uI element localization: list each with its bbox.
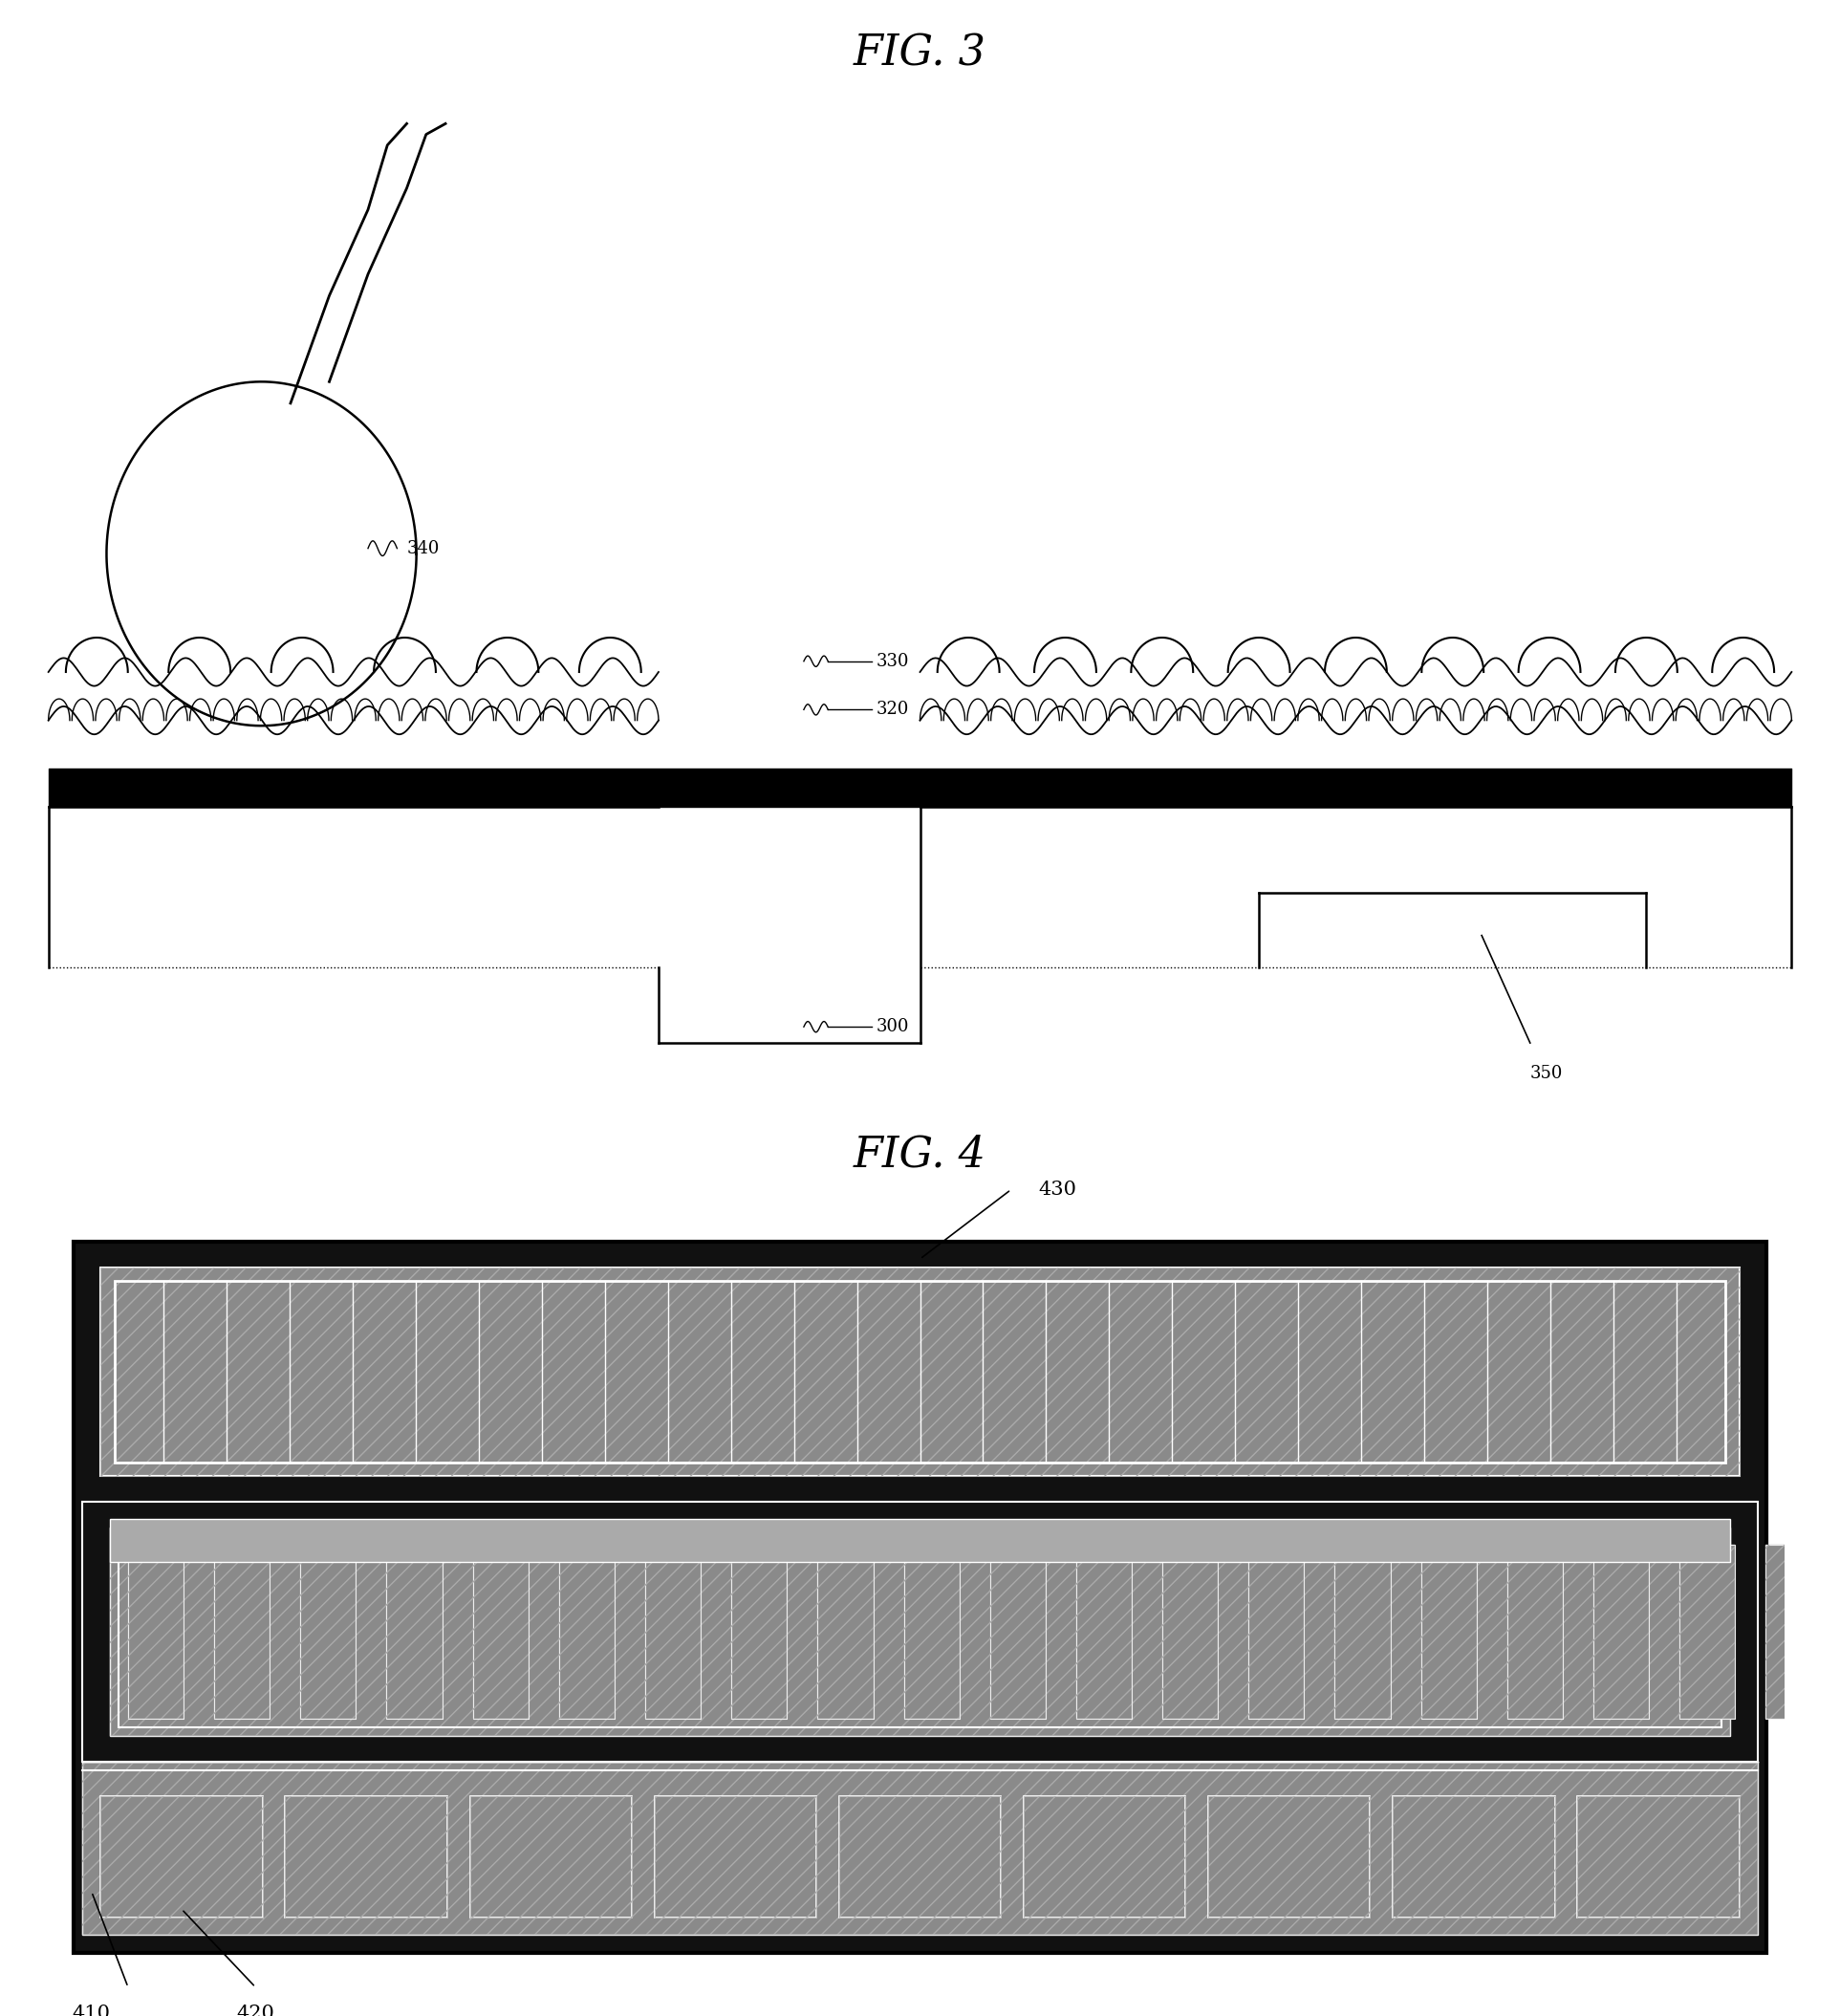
Bar — [1577, 1796, 1739, 1917]
Bar — [903, 1544, 959, 1718]
Bar — [1507, 1544, 1562, 1718]
Bar — [903, 1544, 959, 1718]
Text: 310: 310 — [876, 782, 909, 798]
Bar — [110, 1520, 1730, 1562]
Bar — [1163, 1544, 1218, 1718]
Bar — [101, 1268, 1739, 1476]
Text: 410: 410 — [72, 2004, 110, 2016]
Bar — [110, 1528, 1730, 1736]
Bar — [839, 1796, 1001, 1917]
Bar — [1680, 1544, 1735, 1718]
Bar — [1076, 1544, 1132, 1718]
Bar — [300, 1544, 355, 1718]
Bar — [114, 1280, 1726, 1464]
Bar — [83, 1762, 1757, 1935]
Bar — [1420, 1544, 1478, 1718]
Bar — [469, 1796, 631, 1917]
Bar — [1420, 1544, 1478, 1718]
Bar — [732, 1544, 788, 1718]
Bar — [83, 1502, 1757, 1762]
Text: 330: 330 — [876, 653, 909, 669]
Bar — [1593, 1544, 1649, 1718]
Text: 340: 340 — [407, 540, 440, 556]
Bar — [559, 1544, 615, 1718]
Bar — [101, 1268, 1739, 1476]
Bar — [213, 1544, 270, 1718]
Text: 320: 320 — [876, 702, 909, 718]
Bar — [120, 1536, 1720, 1728]
Bar — [646, 1544, 701, 1718]
Bar — [1334, 1544, 1391, 1718]
Bar — [646, 1544, 701, 1718]
Bar — [101, 1796, 263, 1917]
Bar — [655, 1796, 817, 1917]
Bar — [817, 1544, 874, 1718]
Bar — [990, 1544, 1045, 1718]
Bar — [386, 1544, 442, 1718]
Bar — [1766, 1544, 1822, 1718]
Bar — [732, 1544, 788, 1718]
Bar — [300, 1544, 355, 1718]
Bar — [1766, 1544, 1822, 1718]
Bar — [1209, 1796, 1371, 1917]
Bar — [213, 1544, 270, 1718]
Bar — [1076, 1544, 1132, 1718]
Bar — [1680, 1544, 1735, 1718]
Bar — [285, 1796, 447, 1917]
Bar — [101, 1796, 263, 1917]
Bar — [285, 1796, 447, 1917]
Bar — [129, 1544, 184, 1718]
Bar — [1163, 1544, 1218, 1718]
Text: FIG. 4: FIG. 4 — [854, 1135, 986, 1175]
Bar — [1507, 1544, 1562, 1718]
Bar — [1249, 1544, 1305, 1718]
Text: 420: 420 — [236, 2004, 274, 2016]
Bar — [1393, 1796, 1555, 1917]
Bar — [1249, 1544, 1305, 1718]
Text: FIG. 3: FIG. 3 — [854, 32, 986, 75]
Text: 350: 350 — [1531, 1064, 1562, 1083]
Bar — [817, 1544, 874, 1718]
Text: 300: 300 — [876, 1018, 909, 1036]
Bar — [1393, 1796, 1555, 1917]
Bar — [990, 1544, 1045, 1718]
Text: 430: 430 — [1038, 1181, 1076, 1200]
Bar — [74, 1242, 1766, 1951]
Bar — [1577, 1796, 1739, 1917]
Bar — [473, 1544, 528, 1718]
Bar — [469, 1796, 631, 1917]
Bar — [559, 1544, 615, 1718]
Bar — [1209, 1796, 1371, 1917]
Bar — [655, 1796, 817, 1917]
Bar — [386, 1544, 442, 1718]
Bar — [839, 1796, 1001, 1917]
Bar — [1023, 1796, 1185, 1917]
Bar — [110, 1528, 1730, 1736]
Bar — [129, 1544, 184, 1718]
Bar — [1023, 1796, 1185, 1917]
Bar — [1334, 1544, 1391, 1718]
Bar — [473, 1544, 528, 1718]
Bar — [1593, 1544, 1649, 1718]
Bar — [83, 1762, 1757, 1935]
